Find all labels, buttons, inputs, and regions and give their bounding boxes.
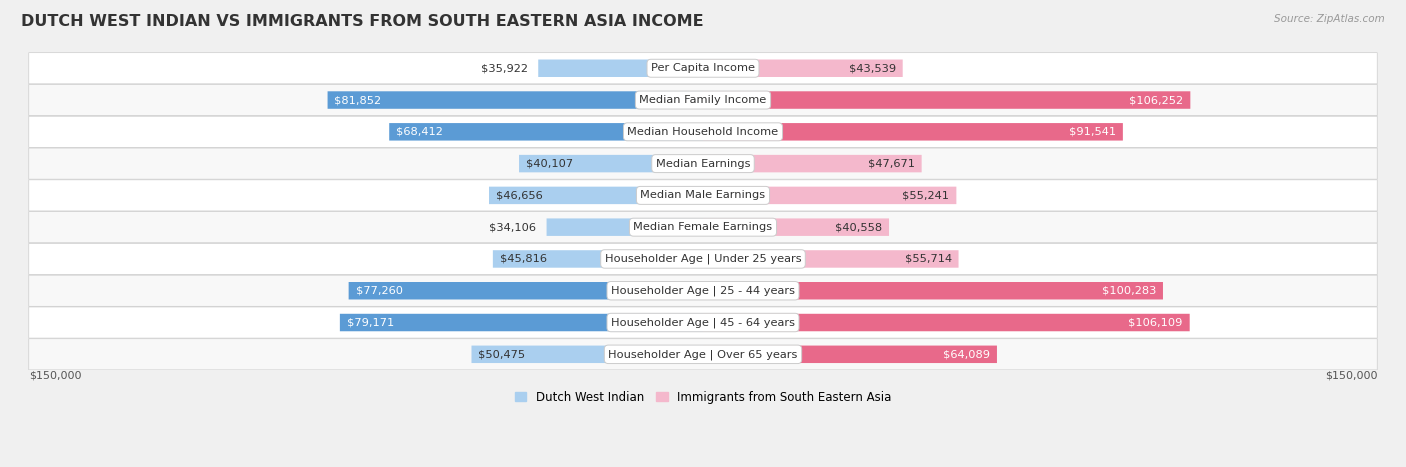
Text: $35,922: $35,922 [481,63,527,73]
Text: $50,475: $50,475 [478,349,526,359]
FancyBboxPatch shape [28,243,1378,275]
FancyBboxPatch shape [703,155,922,172]
FancyBboxPatch shape [28,116,1378,148]
Text: $47,671: $47,671 [868,159,915,169]
FancyBboxPatch shape [519,155,703,172]
Text: $79,171: $79,171 [347,318,394,327]
FancyBboxPatch shape [489,187,703,204]
FancyBboxPatch shape [538,59,703,77]
FancyBboxPatch shape [703,91,1191,109]
Text: Source: ZipAtlas.com: Source: ZipAtlas.com [1274,14,1385,24]
FancyBboxPatch shape [28,212,1378,243]
Text: $150,000: $150,000 [1324,371,1378,381]
Text: Median Earnings: Median Earnings [655,159,751,169]
Text: $55,241: $55,241 [903,191,949,200]
Text: $150,000: $150,000 [28,371,82,381]
Text: $43,539: $43,539 [849,63,896,73]
Text: Householder Age | Over 65 years: Householder Age | Over 65 years [609,349,797,360]
Text: $46,656: $46,656 [496,191,543,200]
Text: $64,089: $64,089 [943,349,990,359]
Text: $45,816: $45,816 [499,254,547,264]
Text: $68,412: $68,412 [396,127,443,137]
FancyBboxPatch shape [494,250,703,268]
FancyBboxPatch shape [547,219,703,236]
Text: $55,714: $55,714 [904,254,952,264]
Text: $77,260: $77,260 [356,286,402,296]
FancyBboxPatch shape [340,314,703,331]
Text: Median Household Income: Median Household Income [627,127,779,137]
Text: Median Male Earnings: Median Male Earnings [641,191,765,200]
FancyBboxPatch shape [389,123,703,141]
FancyBboxPatch shape [703,250,959,268]
Legend: Dutch West Indian, Immigrants from South Eastern Asia: Dutch West Indian, Immigrants from South… [510,386,896,409]
Text: DUTCH WEST INDIAN VS IMMIGRANTS FROM SOUTH EASTERN ASIA INCOME: DUTCH WEST INDIAN VS IMMIGRANTS FROM SOU… [21,14,704,29]
FancyBboxPatch shape [28,180,1378,211]
Text: $81,852: $81,852 [335,95,381,105]
Text: $40,558: $40,558 [835,222,882,232]
Text: Median Female Earnings: Median Female Earnings [634,222,772,232]
FancyBboxPatch shape [28,85,1378,116]
Text: Householder Age | Under 25 years: Householder Age | Under 25 years [605,254,801,264]
Text: $100,283: $100,283 [1102,286,1156,296]
FancyBboxPatch shape [28,307,1378,338]
FancyBboxPatch shape [328,91,703,109]
FancyBboxPatch shape [703,314,1189,331]
FancyBboxPatch shape [28,148,1378,179]
FancyBboxPatch shape [703,123,1123,141]
Text: $34,106: $34,106 [489,222,536,232]
Text: Median Family Income: Median Family Income [640,95,766,105]
FancyBboxPatch shape [471,346,703,363]
FancyBboxPatch shape [28,339,1378,370]
Text: Per Capita Income: Per Capita Income [651,63,755,73]
FancyBboxPatch shape [703,346,997,363]
FancyBboxPatch shape [703,282,1163,299]
Text: $91,541: $91,541 [1069,127,1116,137]
Text: Householder Age | 25 - 44 years: Householder Age | 25 - 44 years [612,285,794,296]
FancyBboxPatch shape [703,59,903,77]
FancyBboxPatch shape [28,53,1378,84]
FancyBboxPatch shape [349,282,703,299]
Text: $106,252: $106,252 [1129,95,1184,105]
FancyBboxPatch shape [703,187,956,204]
Text: $106,109: $106,109 [1129,318,1182,327]
FancyBboxPatch shape [28,275,1378,306]
Text: $40,107: $40,107 [526,159,574,169]
FancyBboxPatch shape [703,219,889,236]
Text: Householder Age | 45 - 64 years: Householder Age | 45 - 64 years [612,317,794,328]
